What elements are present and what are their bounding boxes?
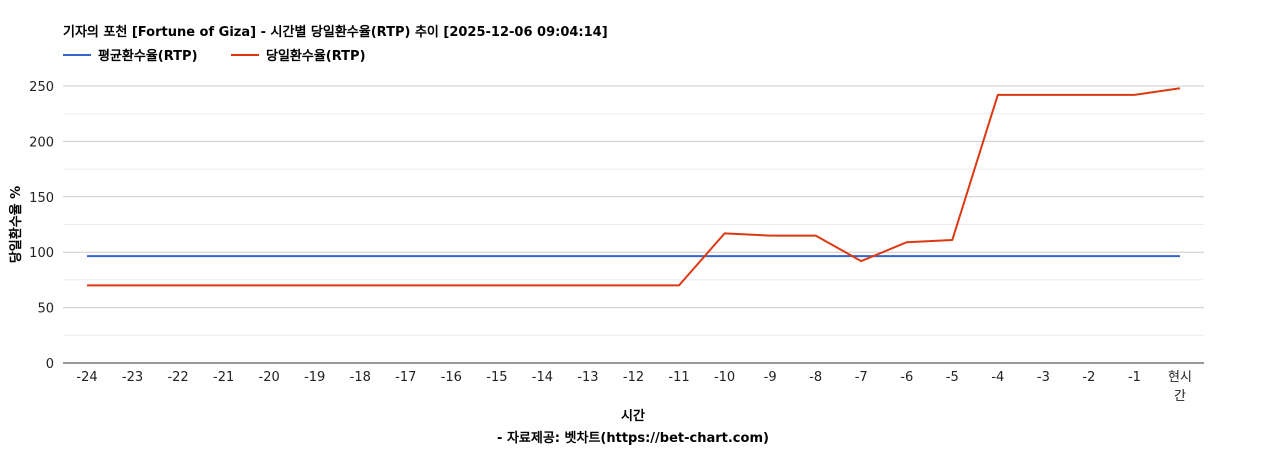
series-lines bbox=[87, 87, 1181, 287]
x-tick-label: -15 bbox=[486, 370, 507, 385]
y-axis-title: 당일환수율 % bbox=[8, 186, 24, 263]
x-tick-label: -2 bbox=[1082, 370, 1095, 385]
x-tick-label: 현시 간 bbox=[1168, 370, 1192, 404]
x-tick-label: -20 bbox=[259, 370, 280, 385]
x-tick-label: -16 bbox=[441, 370, 462, 385]
x-tick-label: -21 bbox=[213, 370, 234, 385]
y-tick-label: 200 bbox=[29, 135, 54, 150]
legend: 평균환수율(RTP) 당일환수율(RTP) bbox=[63, 48, 366, 64]
legend-label: 평균환수율(RTP) bbox=[98, 48, 198, 64]
x-tick-label: -22 bbox=[167, 370, 188, 385]
x-tick-label: -5 bbox=[946, 370, 959, 385]
x-tick-label: -17 bbox=[395, 370, 416, 385]
x-tick-label: -3 bbox=[1037, 370, 1050, 385]
gridlines bbox=[63, 85, 1204, 336]
y-tick-label: 100 bbox=[29, 246, 54, 261]
x-tick-label: -10 bbox=[714, 370, 735, 385]
chart-title: 기자의 포천 [Fortune of Giza] - 시간별 당일환수율(RTP… bbox=[63, 24, 608, 40]
y-tick-label: 150 bbox=[29, 191, 54, 206]
x-tick-label: -12 bbox=[623, 370, 644, 385]
x-tick-label: -18 bbox=[350, 370, 371, 385]
y-tick-label: 250 bbox=[29, 80, 54, 95]
x-tick-label: -6 bbox=[900, 370, 913, 385]
x-tick-label: -19 bbox=[304, 370, 325, 385]
x-tick-label: -23 bbox=[122, 370, 143, 385]
data-credit: - 자료제공: 벳차트(https://bet-chart.com) bbox=[497, 430, 769, 446]
x-tick-label: -11 bbox=[668, 370, 689, 385]
x-tick-label: -8 bbox=[809, 370, 822, 385]
x-tick-label: -13 bbox=[577, 370, 598, 385]
x-tick-label: -24 bbox=[76, 370, 97, 385]
x-axis-title: 시간 bbox=[621, 408, 645, 424]
x-tick-label: -9 bbox=[764, 370, 777, 385]
x-tick-label: -14 bbox=[532, 370, 553, 385]
y-tick-label: 50 bbox=[37, 302, 54, 317]
x-tick-label: -7 bbox=[855, 370, 868, 385]
y-tick-label: 0 bbox=[46, 357, 54, 372]
x-tick-label: -1 bbox=[1128, 370, 1141, 385]
series-line-1 bbox=[87, 87, 1181, 287]
y-axis-ticks: 0 50 100 150 200 250 bbox=[29, 80, 54, 372]
legend-label: 당일환수율(RTP) bbox=[266, 48, 366, 64]
x-axis-ticks: -24 -23 -22 -21 -20 -19 -18 -17 -16 -15 -14 -13 -12 -… bbox=[76, 370, 1192, 404]
x-tick-label: -4 bbox=[991, 370, 1004, 385]
